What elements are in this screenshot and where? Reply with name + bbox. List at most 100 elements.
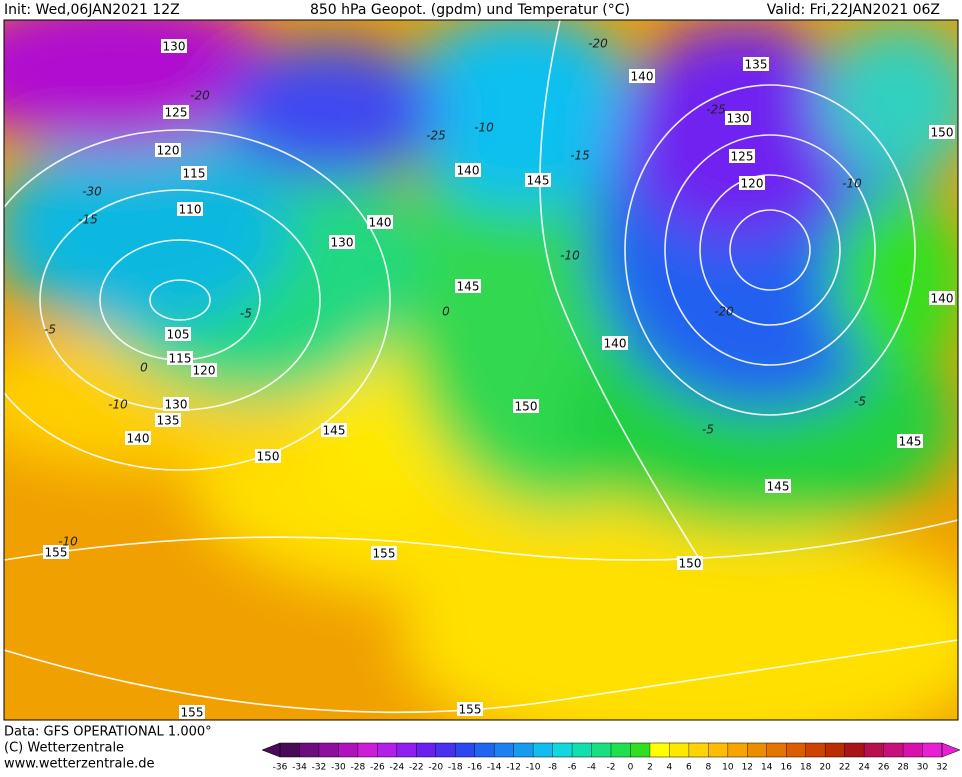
geopotential-label: 145 <box>899 435 922 449</box>
temperature-label: -25 <box>706 103 726 117</box>
contour-label-box <box>367 215 393 229</box>
geopotential-label: 110 <box>179 203 202 217</box>
colorbar-swatch <box>474 743 495 757</box>
colorbar-tick-label: 16 <box>781 763 793 773</box>
website: www.wetterzentrale.de <box>4 757 154 772</box>
colorbar-tick-label: -16 <box>467 763 482 773</box>
colorbar-swatch <box>747 743 768 757</box>
colorbar-swatch <box>669 743 690 757</box>
geopotential-label: 115 <box>183 167 206 181</box>
geopotential-label: 150 <box>679 557 702 571</box>
contour-label-box <box>161 39 187 53</box>
colorbar-tick-label: 26 <box>878 763 890 773</box>
geopotential-label: 130 <box>163 40 186 54</box>
contour-label-box <box>163 397 189 411</box>
geopotential-label: 105 <box>167 328 190 342</box>
colorbar-arrow-low <box>261 742 281 758</box>
temperature-label: 0 <box>442 305 450 319</box>
temperature-label: -10 <box>108 398 128 412</box>
colorbar-swatch <box>416 743 437 757</box>
colorbar-tick-label: 12 <box>742 763 753 773</box>
contour-label-box <box>677 556 703 570</box>
colorbar-swatch <box>396 743 417 757</box>
colorbar-swatch <box>825 743 846 757</box>
geopotential-label: 140 <box>931 292 954 306</box>
contour-label-box <box>155 413 181 427</box>
temperature-label: -15 <box>78 213 98 227</box>
contour-label-box <box>729 149 755 163</box>
temperature-label: -10 <box>560 249 580 263</box>
colorbar-swatch <box>844 743 865 757</box>
valid-time: Valid: Fri,22JAN2021 06Z <box>767 2 940 18</box>
colorbar-swatch <box>318 743 339 757</box>
temperature-label: -5 <box>702 423 714 437</box>
contour-label-box <box>191 363 217 377</box>
contour-label-box <box>177 202 203 216</box>
geopotential-label: 125 <box>731 150 754 164</box>
colorbar-swatch <box>591 743 612 757</box>
colorbar-swatch <box>455 743 476 757</box>
contour-label-box <box>929 125 955 139</box>
contour-label-box <box>181 166 207 180</box>
colorbar-tick-label: -4 <box>587 763 596 773</box>
contour-label-box <box>155 143 181 157</box>
geopotential-label: 130 <box>165 398 188 412</box>
colorbar-tick-label: -30 <box>331 763 346 773</box>
temperature-label: 0 <box>140 361 148 375</box>
colorbar-swatch <box>883 743 904 757</box>
colorbar-swatch <box>630 743 651 757</box>
colorbar-tick-label: -8 <box>548 763 557 773</box>
contour-label-box <box>455 163 481 177</box>
colorbar-swatch <box>513 743 534 757</box>
geopotential-label: 120 <box>741 177 764 191</box>
temperature-label: -10 <box>58 535 78 549</box>
contour-label-box <box>255 449 281 463</box>
contour-label-box <box>43 545 69 559</box>
geopotential-label: 150 <box>257 450 280 464</box>
colorbar-swatch <box>786 743 807 757</box>
colorbar-tick-label: 4 <box>667 763 673 773</box>
contour-label-box <box>455 279 481 293</box>
colorbar-tick-label: -14 <box>487 763 502 773</box>
colorbar-tick-label: -34 <box>292 763 307 773</box>
colorbar-tick-label: 28 <box>897 763 909 773</box>
colorbar-swatch <box>864 743 885 757</box>
geopotential-label: 150 <box>931 126 954 140</box>
colorbar-tick-label: 6 <box>686 763 692 773</box>
colorbar-tick-label: -24 <box>389 763 404 773</box>
contour-label-box <box>602 336 628 350</box>
contour-label-box <box>513 399 539 413</box>
contour-label-box <box>371 546 397 560</box>
colorbar-swatch <box>494 743 515 757</box>
temperature-label: -25 <box>426 129 446 143</box>
contour-label-box <box>629 69 655 83</box>
colorbar-swatch <box>903 743 924 757</box>
colorbar-swatch <box>357 743 378 757</box>
geopotential-label: 130 <box>727 112 750 126</box>
colorbar-swatch <box>280 743 300 757</box>
geopotential-label: 155 <box>45 546 68 560</box>
geopotential-label: 120 <box>157 144 180 158</box>
geopotential-label: 145 <box>767 480 790 494</box>
colorbar-swatch <box>552 743 573 757</box>
colorbar-swatch <box>338 743 359 757</box>
colorbar-swatch <box>688 743 709 757</box>
colorbar-tick-label: -12 <box>506 763 521 773</box>
contour-label-box <box>929 291 955 305</box>
colorbar-tick-label: 10 <box>722 763 734 773</box>
colorbar-arrow-high <box>941 742 961 758</box>
geopotential-label: 155 <box>181 706 204 720</box>
contour-label-box <box>165 327 191 341</box>
colorbar-tick-label: 20 <box>819 763 831 773</box>
colorbar-swatch <box>299 743 320 757</box>
contour-label-box <box>321 423 347 437</box>
contour-label-box <box>125 431 151 445</box>
geopotential-label: 155 <box>373 547 396 561</box>
colorbar-swatch <box>922 743 943 757</box>
colorbar-tick-label: 22 <box>839 763 850 773</box>
map-field <box>4 20 958 720</box>
contour-label-box <box>765 479 791 493</box>
temperature-label: -5 <box>44 323 56 337</box>
contour-label-box <box>457 702 483 716</box>
